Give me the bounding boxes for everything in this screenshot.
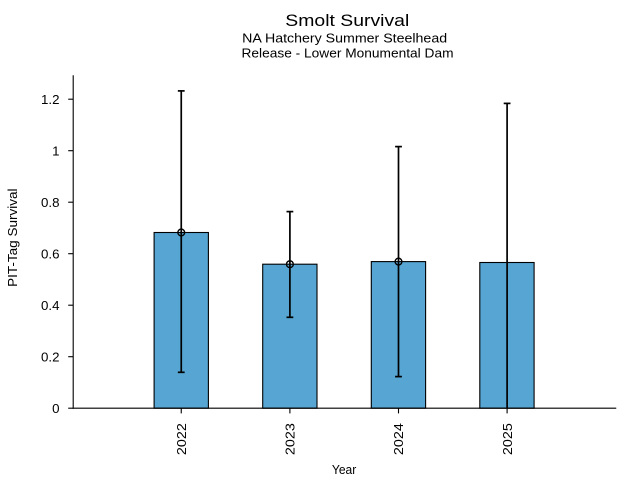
svg-text:0: 0 [52, 401, 59, 416]
svg-text:0.6: 0.6 [41, 246, 60, 261]
svg-text:2025: 2025 [500, 423, 515, 455]
svg-text:2023: 2023 [283, 423, 298, 455]
svg-text:Smolt Survival: Smolt Survival [285, 12, 409, 30]
svg-text:1: 1 [52, 143, 59, 158]
svg-text:0.4: 0.4 [41, 298, 60, 313]
svg-text:PIT-Tag Survival: PIT-Tag Survival [5, 188, 20, 287]
svg-text:Release - Lower Monumental Dam: Release - Lower Monumental Dam [242, 46, 454, 61]
svg-text:NA Hatchery Summer Steelhead: NA Hatchery Summer Steelhead [242, 31, 447, 46]
svg-text:1.2: 1.2 [41, 92, 60, 107]
svg-text:0.2: 0.2 [41, 349, 60, 364]
svg-text:2022: 2022 [174, 423, 189, 455]
svg-text:Year: Year [332, 462, 357, 477]
svg-text:0.8: 0.8 [41, 195, 60, 210]
svg-text:2024: 2024 [391, 423, 406, 455]
